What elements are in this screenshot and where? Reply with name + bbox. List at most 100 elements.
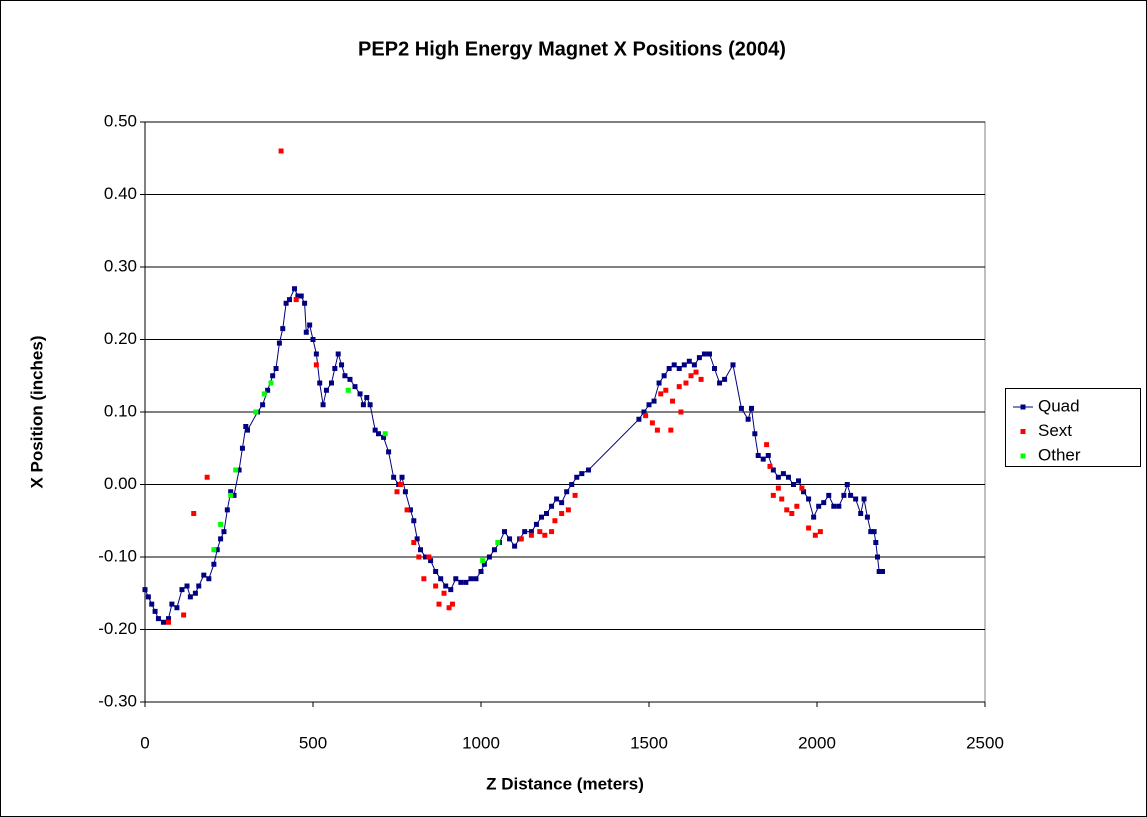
point (698, 376, 704, 382)
x-tick-label: 1000 (462, 733, 500, 752)
y-tick-label: 0.30 (104, 256, 137, 275)
point (302, 300, 308, 306)
point (874, 554, 880, 560)
point (549, 529, 555, 535)
point (228, 489, 234, 495)
legend-marker (1020, 453, 1026, 459)
point (480, 558, 486, 564)
point (670, 398, 676, 404)
point (779, 496, 785, 502)
point (752, 431, 758, 437)
point (811, 514, 817, 520)
point (651, 398, 657, 404)
point (537, 529, 543, 535)
point (397, 482, 403, 487)
y-tick-label: -0.10 (98, 546, 137, 565)
point (218, 521, 224, 527)
y-tick-label: 0.10 (104, 401, 137, 420)
point (307, 322, 313, 328)
point (518, 536, 524, 542)
point (643, 413, 649, 419)
point (668, 427, 674, 433)
point (436, 601, 442, 607)
point (206, 576, 212, 582)
point (495, 540, 501, 545)
point (414, 536, 420, 542)
point (224, 507, 230, 513)
point (438, 576, 444, 582)
point (155, 616, 161, 622)
point (538, 514, 544, 520)
point (280, 326, 286, 332)
point (641, 409, 647, 415)
point (502, 529, 508, 535)
point (218, 536, 224, 542)
point (236, 467, 242, 473)
point (233, 467, 239, 473)
point (486, 554, 492, 560)
point (579, 471, 585, 477)
point (559, 511, 565, 516)
point (841, 492, 847, 498)
y-axis-label: X Position (inches) (27, 335, 46, 488)
point (332, 366, 338, 371)
legend-label: Quad (1038, 396, 1080, 415)
point (473, 576, 479, 582)
point (313, 362, 319, 368)
point (755, 453, 761, 458)
point (320, 402, 326, 408)
point (864, 514, 870, 520)
legend-marker (1020, 404, 1026, 410)
point (748, 405, 754, 411)
point (806, 525, 812, 531)
point (317, 380, 323, 386)
point (239, 445, 245, 451)
legend-marker (1020, 429, 1026, 434)
point (149, 601, 155, 607)
point (292, 286, 298, 292)
point (328, 380, 334, 386)
point (678, 409, 684, 415)
legend-label: Other (1038, 445, 1081, 464)
point (347, 376, 353, 382)
point (661, 373, 667, 379)
point (142, 587, 148, 593)
x-tick-label: 2500 (966, 733, 1004, 752)
point (449, 601, 455, 607)
point (228, 492, 234, 498)
point (145, 594, 151, 600)
point (196, 583, 202, 589)
point (844, 482, 850, 487)
point (817, 529, 823, 535)
point (712, 366, 718, 371)
point (468, 576, 474, 582)
point (418, 547, 424, 553)
point (693, 369, 699, 375)
x-axis-label: Z Distance (meters) (486, 774, 644, 793)
point (191, 511, 197, 516)
point (426, 554, 432, 560)
point (507, 536, 513, 542)
point (345, 387, 351, 393)
x-tick-label: 2000 (798, 733, 836, 752)
point (286, 297, 292, 303)
point (184, 583, 190, 589)
point (491, 547, 497, 553)
point (313, 351, 319, 357)
point (433, 583, 439, 589)
point (273, 366, 279, 371)
point (421, 576, 427, 582)
point (559, 500, 565, 506)
point (323, 387, 329, 393)
point (796, 478, 802, 484)
point (542, 532, 548, 538)
point (812, 532, 818, 538)
point (276, 340, 282, 346)
point (448, 587, 454, 593)
point (686, 358, 692, 364)
point (528, 532, 534, 538)
point (565, 507, 571, 513)
point (160, 619, 166, 625)
point (784, 507, 790, 513)
